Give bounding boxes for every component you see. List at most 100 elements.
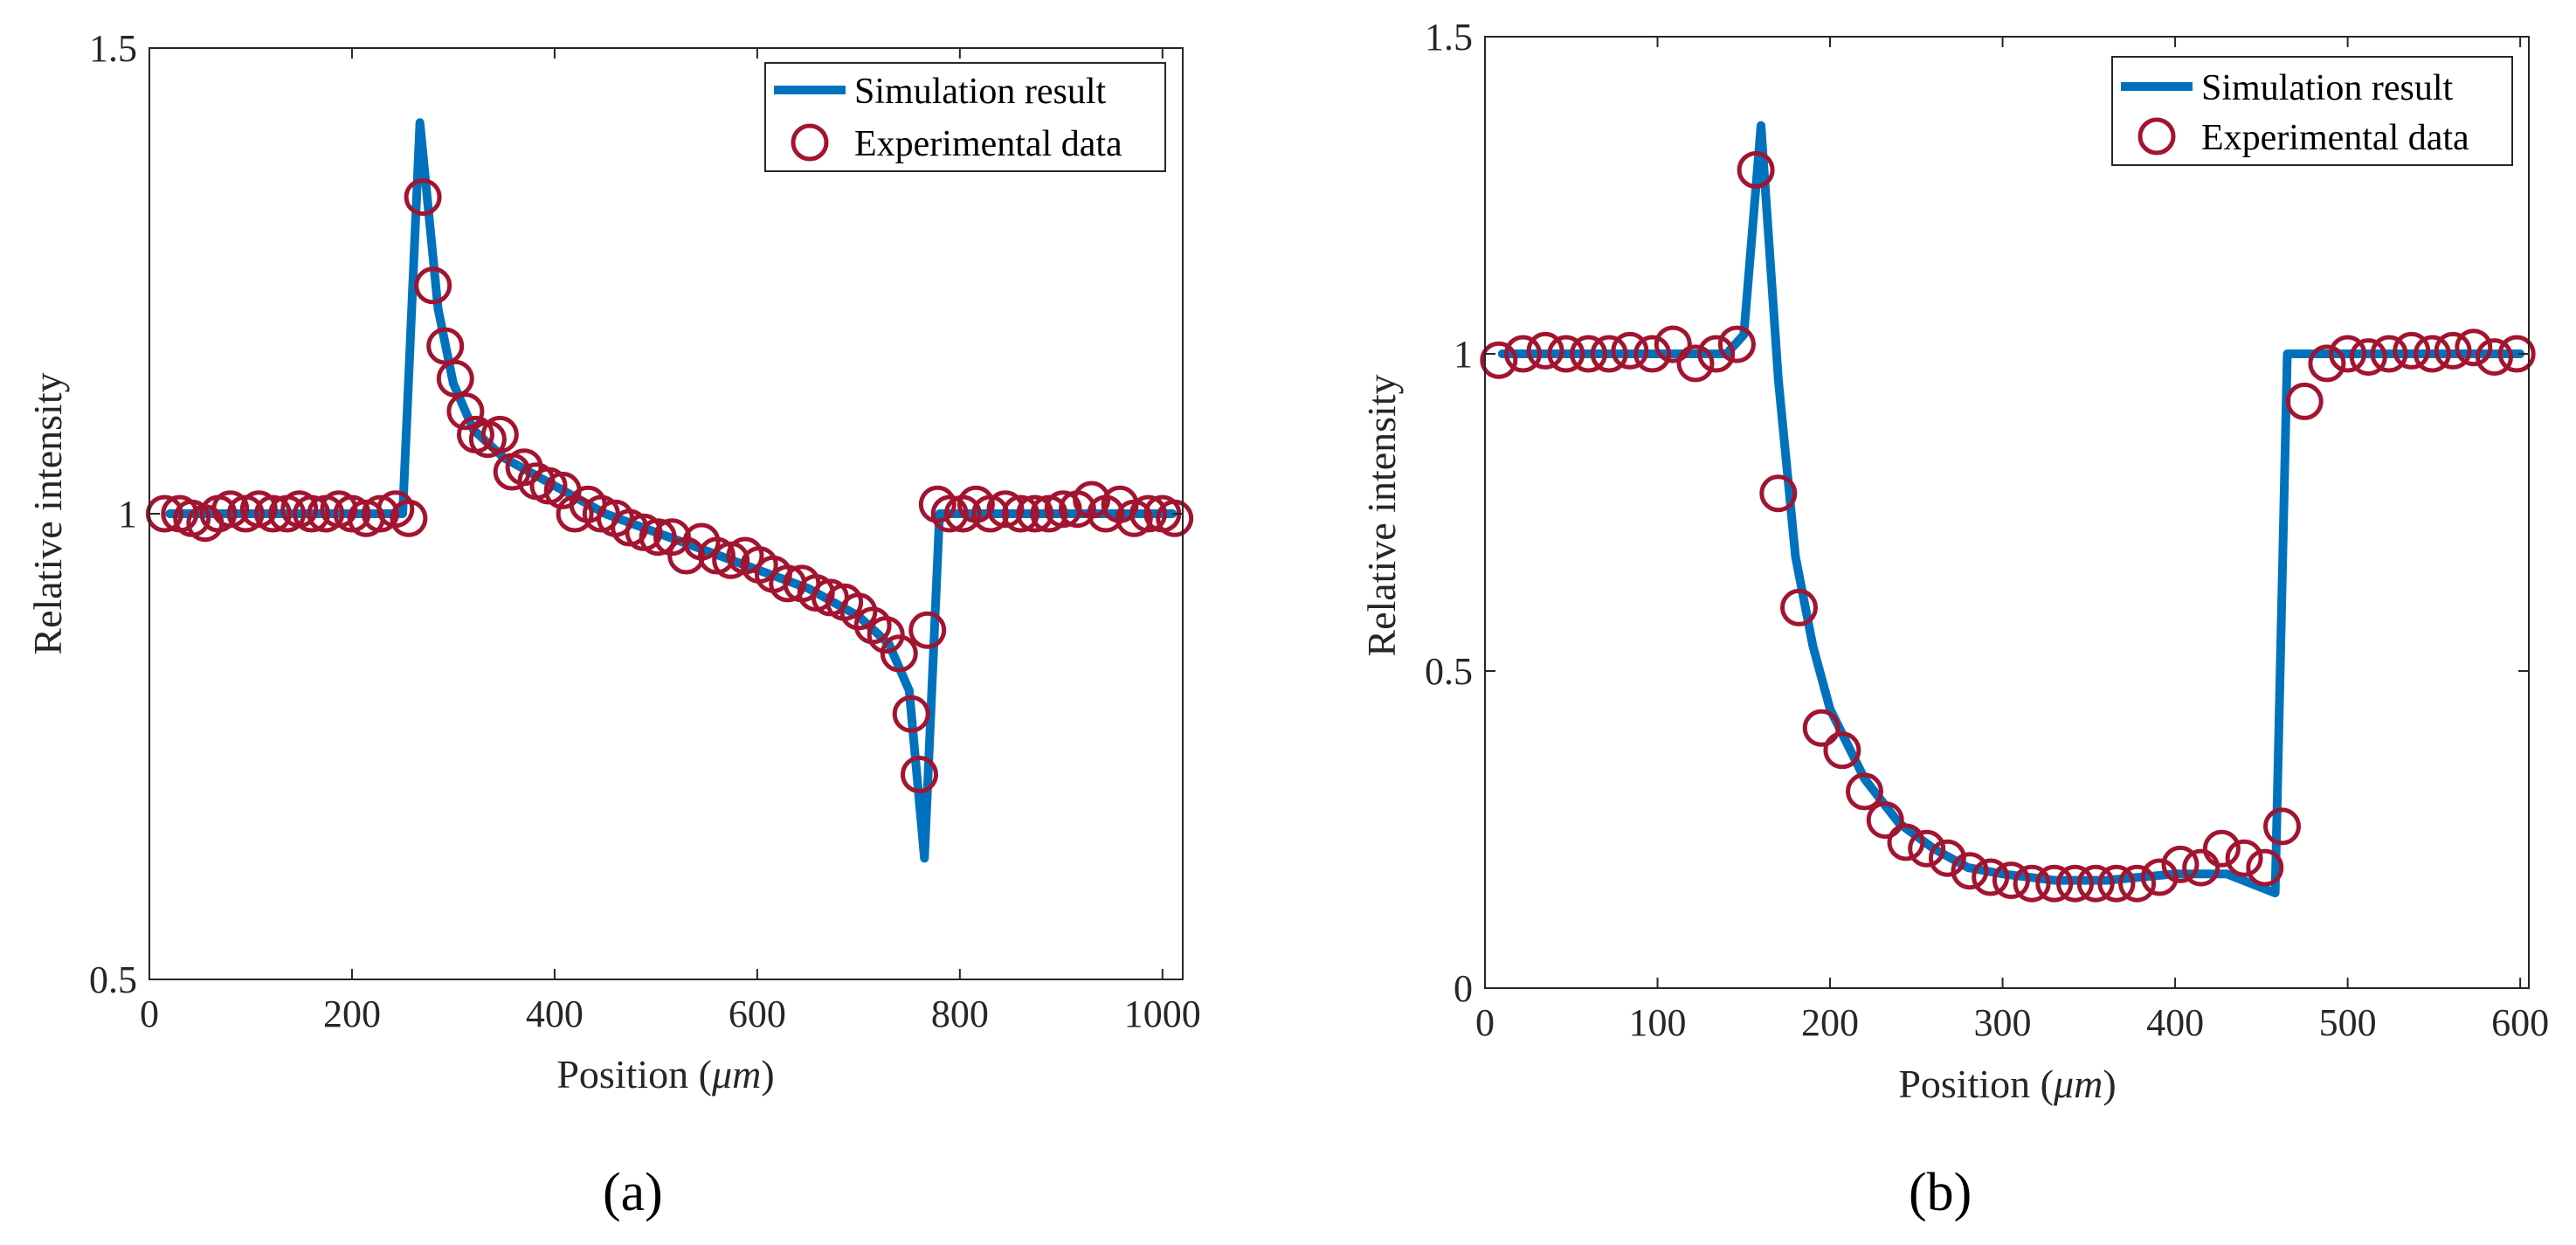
experimental-point-a: [986, 490, 1025, 529]
experimental-point-b: [1717, 325, 1756, 363]
x-tick-label-b: 500: [2319, 1001, 2377, 1044]
experimental-point-b: [2140, 858, 2179, 896]
experimental-point-b: [1697, 335, 1736, 373]
experimental-point-b: [1823, 731, 1861, 770]
experimental-point-b: [2263, 807, 2301, 846]
panel-label-a: (a): [603, 1163, 663, 1222]
experimental-point-b: [2182, 848, 2220, 887]
x-tick-label-a: 1000: [1124, 993, 1201, 1035]
legend-a: Simulation result Experimental data: [764, 62, 1166, 172]
experimental-point-b: [1526, 331, 1564, 370]
experimental-point-b: [1737, 151, 1775, 189]
experimental-point-b: [1504, 335, 1542, 373]
experimental-point-a: [426, 327, 465, 365]
experimental-point-a: [414, 266, 452, 305]
legend-box-b: [2111, 56, 2513, 166]
y-tick-label-b: 1: [1454, 333, 1473, 376]
experimental-point-b: [1633, 335, 1672, 373]
experimental-point-a: [1156, 499, 1194, 537]
experimental-point-b: [2413, 335, 2451, 373]
experimental-point-b: [1780, 588, 1818, 626]
experimental-point-a: [446, 392, 485, 431]
experimental-point-a: [1016, 495, 1054, 533]
experimental-point-a: [145, 495, 183, 533]
experimental-point-a: [211, 490, 250, 529]
y-axis-label-a: Relative intensity: [25, 372, 70, 654]
experimental-point-a: [901, 756, 938, 793]
x-tick-label-a: 0: [140, 993, 159, 1035]
experimental-point-b: [2013, 864, 2051, 903]
experimental-point-b: [2349, 338, 2387, 377]
y-tick-label-a: 0.5: [89, 958, 137, 1001]
y-axis-label-b: Relative intensity: [1359, 374, 1404, 656]
experimental-point-b: [1908, 829, 1946, 868]
experimental-point-a: [480, 415, 519, 453]
experimental-point-b: [1654, 325, 1692, 363]
experimental-point-a: [639, 518, 677, 557]
legend-marker-sample-a: [791, 123, 829, 162]
x-axis-label-a: Position (μm): [556, 1052, 774, 1096]
experimental-point-b: [1570, 335, 1607, 373]
experimental-point-b: [2056, 864, 2094, 903]
experimental-point-a: [293, 495, 331, 533]
experimental-point-a: [254, 495, 292, 533]
experimental-point-b: [1802, 709, 1840, 747]
experimental-point-b: [2370, 335, 2408, 373]
x-tick-label-b: 400: [2146, 1001, 2204, 1044]
chart-panel-a: 0 200 400 600 800 1000 0.511.5 Position (μm) …: [25, 27, 1201, 1222]
legend-box-a: [764, 62, 1166, 172]
y-tick-label-b: 1.5: [1425, 16, 1473, 59]
x-tick-label-b: 600: [2491, 1001, 2549, 1044]
experimental-point-a: [1001, 495, 1039, 533]
experimental-point-b: [2225, 839, 2263, 877]
experimental-point-a: [839, 592, 878, 631]
experimental-point-b: [2308, 344, 2346, 383]
experimental-point-a: [930, 495, 969, 533]
x-tick-label-a: 600: [729, 993, 786, 1035]
experimental-point-b: [1547, 335, 1585, 373]
y-tick-label-b: 0: [1454, 967, 1473, 1010]
experimental-point-a: [436, 359, 474, 398]
x-tick-label-a: 200: [323, 993, 381, 1035]
plot-area-b: [1485, 37, 2529, 988]
experimental-point-b: [2202, 829, 2241, 868]
experimental-point-a: [361, 495, 399, 533]
experimental-point-b: [2076, 864, 2115, 903]
chart-panel-b: 0 100 200 300 400 500 600 0 0.5 1 1.5 Position (μ…: [1359, 16, 2549, 1222]
x-tick-label-a: 800: [931, 993, 989, 1035]
x-tick-label-b: 100: [1629, 1001, 1687, 1044]
x-tick-label-b: 0: [1475, 1001, 1495, 1044]
experimental-point-b: [1590, 335, 1628, 373]
experimental-point-b: [2246, 848, 2284, 887]
x-axis-label-b: Position (μm): [1898, 1062, 2116, 1106]
experimental-point-b: [1992, 861, 2030, 900]
experimental-point-b: [1676, 344, 1715, 383]
experimental-point-b: [1611, 331, 1649, 370]
legend-label-simulation-a: Simulation result: [854, 72, 1106, 112]
x-tick-label-b: 200: [1801, 1001, 1859, 1044]
experimental-point-b: [2455, 329, 2493, 367]
axes-box-b: [1484, 36, 2530, 989]
y-tick-label-a: 1: [118, 493, 137, 536]
experimental-point-b: [1866, 801, 1904, 840]
experimental-point-b: [1928, 839, 1966, 877]
experimental-point-b: [1846, 772, 1883, 811]
experimental-point-b: [1480, 341, 1518, 379]
legend-label-experimental-a: Experimental data: [854, 124, 1122, 164]
experimental-point-b: [2118, 864, 2157, 903]
experimental-point-b: [2329, 335, 2367, 373]
experimental-point-b: [1972, 858, 2010, 896]
experimental-point-a: [892, 695, 930, 733]
experimental-point-b: [2393, 331, 2431, 370]
experimental-point-a: [908, 611, 947, 649]
panel-label-b: (b): [1909, 1163, 1972, 1222]
y-tick-label-a: 1.5: [89, 27, 137, 70]
experimental-point-b: [2285, 382, 2324, 420]
experimental-point-b: [1887, 823, 1925, 861]
experimental-point-a: [880, 634, 918, 673]
experimental-point-b: [2161, 845, 2200, 883]
experimental-point-b: [2434, 331, 2472, 370]
experimental-point-b: [2497, 335, 2536, 373]
experimental-point-a: [918, 485, 957, 523]
